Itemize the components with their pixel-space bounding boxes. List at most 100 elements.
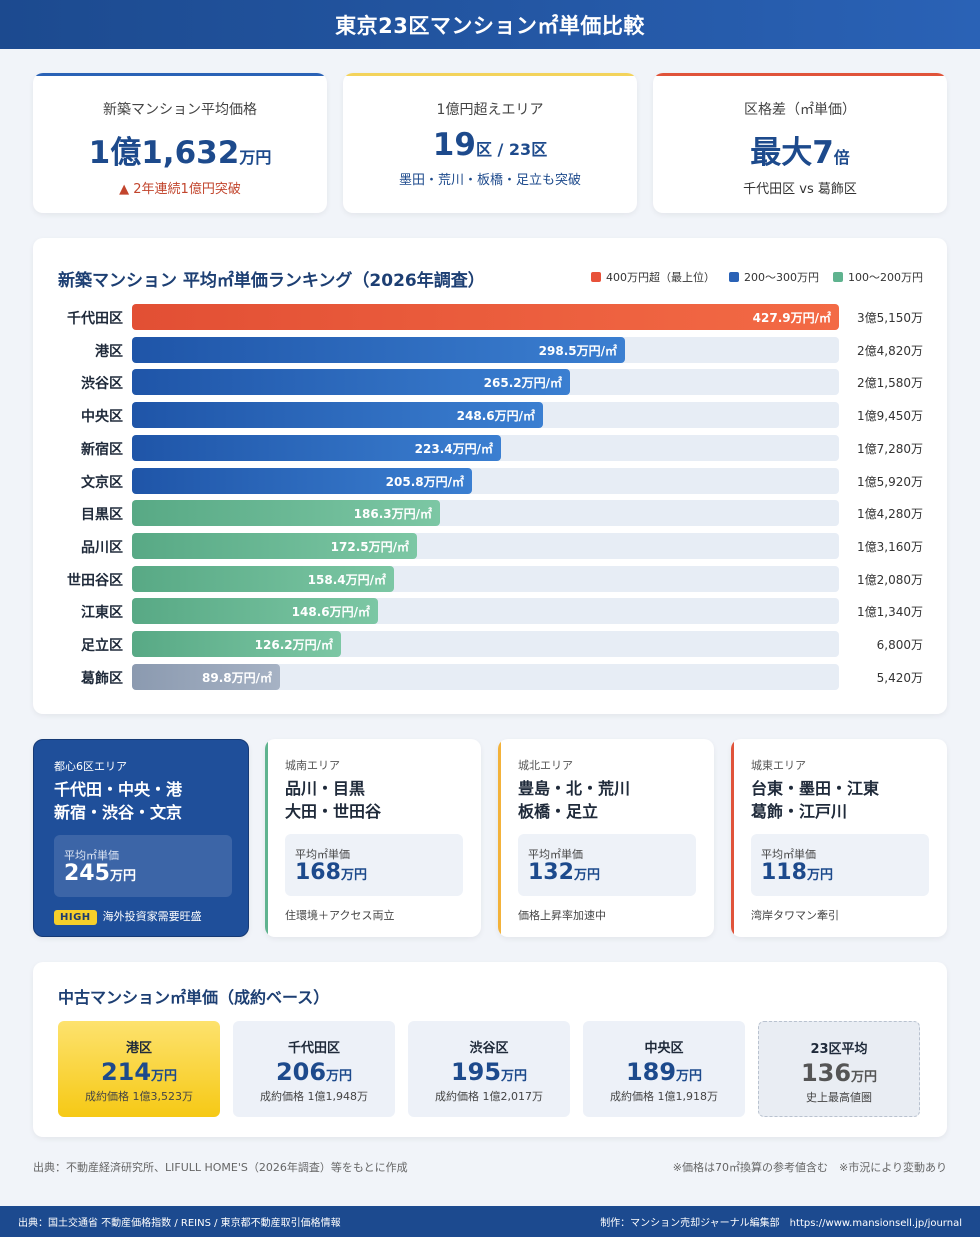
used-card-sub: 成約価格 1億3,523万 — [85, 1090, 193, 1103]
used-card-ward: 23区平均 — [810, 1042, 868, 1057]
used-card-unit: 万円 — [151, 1069, 178, 1084]
total-price-label: 5,420万 — [876, 670, 923, 685]
area-wards-line: 板橋・足立 — [518, 802, 599, 821]
bar-row: 世田谷区 158.4万円/㎡ 1億2,080万 — [33, 565, 947, 592]
area-card-central: 都心6区エリア 千代田・中央・港 新宿・渋谷・文京 平均㎡単価 245万円 HIG… — [33, 739, 249, 937]
ward-label: 世田谷区 — [67, 572, 123, 589]
bar-row: 文京区 205.8万円/㎡ 1億5,920万 — [33, 467, 947, 494]
footer-bar: 出典：国土交通省 不動産価格指数 / REINS / 東京都不動産取引価格情報 … — [0, 1206, 980, 1237]
kpi-note: 千代田区 vs 葛飾区 — [743, 182, 857, 197]
kpi-value-number: 19 — [432, 127, 476, 163]
area-price-unit: 万円 — [573, 868, 600, 883]
price-note: ※価格は70㎡換算の参考値含む ※市況により変動あり — [672, 1161, 947, 1174]
legend-label: 100〜200万円 — [848, 271, 923, 284]
bar-track: 298.5万円/㎡ — [132, 336, 839, 363]
total-price-label: 1億2,080万 — [857, 572, 923, 587]
ward-label: 葛飾区 — [81, 670, 123, 687]
ward-label: 千代田区 — [67, 311, 123, 327]
ward-label: 目黒区 — [81, 507, 123, 524]
used-card-number: 206 — [275, 1058, 327, 1086]
area-note: 住環境＋アクセス両立 — [285, 909, 395, 922]
chart-legend: 400万円超（最上位） 200〜300万円 100〜200万円 — [591, 269, 923, 285]
total-price-label: 1億5,920万 — [857, 474, 923, 489]
area-price-value: 118万円 — [761, 860, 833, 885]
area-note: 価格上昇率加速中 — [518, 909, 606, 922]
bar: 172.5万円/㎡ — [132, 532, 417, 559]
bar-value-label: 265.2万円/㎡ — [483, 376, 562, 391]
area-card-north: 城北エリア 豊島・北・荒川 板橋・足立 平均㎡単価 132万円 価格上昇率加速中 — [498, 739, 714, 937]
used-card-number: 214 — [100, 1058, 152, 1086]
total-price-label: 1億9,450万 — [857, 409, 923, 424]
ward-label: 品川区 — [81, 539, 123, 556]
bar-value-label: 298.5万円/㎡ — [538, 343, 617, 358]
kpi-label: 1億円超えエリア — [436, 102, 544, 118]
used-card-unit: 万円 — [326, 1069, 353, 1084]
bar-row: 目黒区 186.3万円/㎡ 1億4,280万 — [33, 500, 947, 527]
area-price-value: 168万円 — [295, 860, 367, 885]
bar-row: 品川区 172.5万円/㎡ 1億3,160万 — [33, 532, 947, 559]
bar: 427.9万円/㎡ — [132, 304, 839, 330]
bar-value-label: 205.8万円/㎡ — [385, 474, 464, 489]
bar-row: 渋谷区 265.2万円/㎡ 2億1,580万 — [33, 369, 947, 396]
used-card-number: 189 — [625, 1058, 677, 1086]
bar-track: 427.9万円/㎡ — [132, 304, 839, 330]
legend-swatch — [591, 272, 601, 282]
used-card-unit: 万円 — [851, 1070, 878, 1085]
area-wards-line: 千代田・中央・港 — [54, 780, 183, 799]
bar: 148.6万円/㎡ — [132, 598, 378, 625]
area-note: HIGH 海外投資家需要旺盛 — [54, 908, 202, 925]
kpi-label: 区格差（㎡単価） — [744, 102, 856, 118]
area-wards: 千代田・中央・港 新宿・渋谷・文京 — [54, 778, 182, 824]
kpi-card-over-100m-areas: 1億円超えエリア 19区 / 23区 墨田・荒川・板橋・足立も突破 — [343, 73, 637, 213]
used-card-23ward-average: 23区平均 136万円 史上最高値圏 — [758, 1021, 920, 1117]
area-price-label: 平均㎡単価 — [64, 849, 119, 862]
kpi-value: 1億1,632万円 — [33, 127, 327, 172]
area-price-value: 132万円 — [528, 860, 600, 885]
ward-label: 新宿区 — [81, 441, 123, 458]
area-wards-line: 豊島・北・荒川 — [518, 779, 631, 798]
bar-value-label: 248.6万円/㎡ — [456, 409, 535, 424]
high-badge: HIGH — [54, 910, 97, 925]
used-card-ward: 中央区 — [644, 1041, 684, 1056]
bar-row: 江東区 148.6万円/㎡ 1億1,340万 — [33, 598, 947, 625]
used-card-value: 206万円 — [233, 1058, 395, 1086]
total-price-label: 1億7,280万 — [857, 441, 923, 456]
kpi-accent-bar — [343, 73, 637, 76]
kpi-label: 新築マンション平均価格 — [103, 102, 257, 118]
bar-value-label: 172.5万円/㎡ — [330, 539, 409, 554]
area-label: 都心6区エリア — [54, 760, 127, 773]
bar-track: 126.2万円/㎡ — [132, 631, 839, 657]
bar-value-label: 148.6万円/㎡ — [291, 605, 370, 620]
bar-value-label: 126.2万円/㎡ — [254, 638, 333, 652]
bar: 158.4万円/㎡ — [132, 565, 394, 592]
used-card-value: 214万円 — [58, 1058, 220, 1086]
used-card-minato: 港区 214万円 成約価格 1億3,523万 — [58, 1021, 220, 1117]
used-card-shibuya: 渋谷区 195万円 成約価格 1億2,017万 — [408, 1021, 570, 1117]
area-note-text: 海外投資家需要旺盛 — [102, 910, 202, 923]
area-price-number: 132 — [528, 860, 574, 885]
area-price-box: 平均㎡単価 132万円 — [518, 834, 696, 896]
area-wards-line: 大田・世田谷 — [285, 802, 382, 821]
bar-track: 205.8万円/㎡ — [132, 467, 839, 494]
bar-row: 千代田区 427.9万円/㎡ 3億5,150万 — [33, 304, 947, 330]
total-price-label: 6,800万 — [876, 638, 923, 652]
used-card-sub: 史上最高値圏 — [806, 1091, 872, 1104]
bar-track: 186.3万円/㎡ — [132, 500, 839, 527]
bar: 223.4万円/㎡ — [132, 434, 501, 461]
kpi-card-ward-gap: 区格差（㎡単価） 最大7倍 千代田区 vs 葛飾区 — [653, 73, 947, 213]
kpi-value-unit: 万円 — [239, 148, 272, 167]
used-card-chuo: 中央区 189万円 成約価格 1億1,918万 — [583, 1021, 745, 1117]
legend-swatch — [833, 272, 843, 282]
used-card-sub: 成約価格 1億1,948万 — [260, 1090, 368, 1103]
area-accent — [731, 739, 734, 937]
chart-title: 新築マンション 平均㎡単価ランキング（2026年調査） — [58, 271, 485, 291]
area-accent — [265, 739, 268, 937]
bar-row: 中央区 248.6万円/㎡ 1億9,450万 — [33, 402, 947, 429]
bar-track: 248.6万円/㎡ — [132, 402, 839, 429]
total-price-label: 2億4,820万 — [857, 343, 923, 358]
kpi-note: ▲ 2年連続1億円突破 — [119, 182, 241, 197]
source-note: 出典：不動産経済研究所、LIFULL HOME'S（2026年調査）等をもとに作… — [33, 1161, 408, 1174]
used-card-ward: 渋谷区 — [469, 1041, 509, 1056]
footer-credit: 制作：マンション売却ジャーナル編集部 https://www.mansionse… — [600, 1218, 962, 1229]
area-wards-line: 葛飾・江戸川 — [751, 802, 848, 821]
